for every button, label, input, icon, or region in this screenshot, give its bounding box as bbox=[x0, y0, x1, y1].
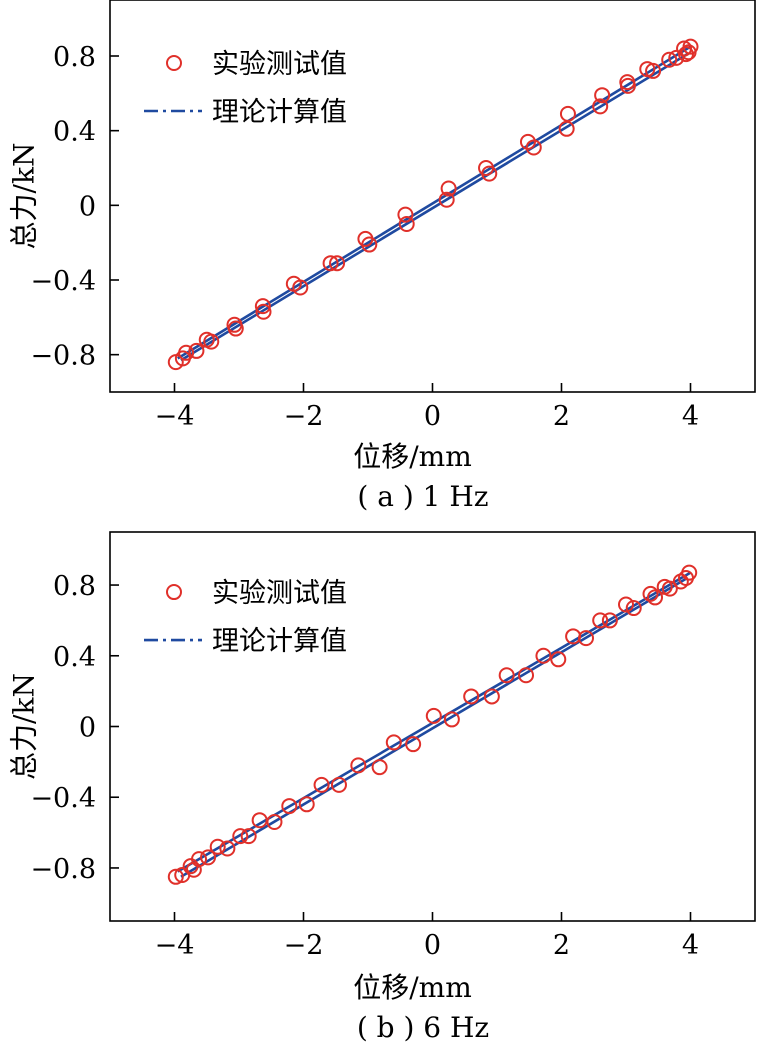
data-point bbox=[592, 98, 609, 115]
y-tick-label: −0.8 bbox=[30, 854, 96, 885]
x-tick-label: −2 bbox=[284, 401, 324, 432]
legend-label-measured: 实验测试值 bbox=[212, 578, 347, 609]
data-point bbox=[251, 812, 268, 829]
chart-panel-a: −4 −2 0 2 4 −0.8 −0.4 0 0.4 0.8 位移/mm 总力/kN ( a ) 1 … bbox=[0, 0, 762, 520]
data-point bbox=[550, 651, 567, 668]
data-point bbox=[625, 600, 642, 617]
y-tick-label: 0.8 bbox=[53, 571, 96, 602]
data-point bbox=[681, 564, 698, 581]
x-tick-label: −2 bbox=[284, 930, 324, 961]
y-axis-label: 总力/kN bbox=[8, 673, 41, 780]
data-point bbox=[578, 630, 595, 647]
data-point bbox=[266, 813, 283, 830]
data-point bbox=[361, 236, 378, 253]
theory-line-lower bbox=[180, 576, 688, 878]
data-point bbox=[559, 105, 576, 122]
chart-panel-b: −4 −2 0 2 4 −0.8 −0.4 0 0.4 0.8 位移/mm 总力/kN ( b ) 6 … bbox=[0, 530, 762, 1051]
data-point bbox=[254, 298, 271, 315]
data-point bbox=[592, 612, 609, 629]
data-point bbox=[292, 279, 309, 296]
data-point bbox=[203, 333, 220, 350]
data-point bbox=[313, 776, 330, 793]
data-point bbox=[191, 851, 208, 868]
data-point bbox=[188, 342, 205, 359]
data-point bbox=[519, 133, 536, 150]
data-point bbox=[405, 736, 422, 753]
data-point bbox=[525, 139, 542, 156]
y-tick-label: −0.8 bbox=[30, 341, 96, 372]
y-tick-label: 0.8 bbox=[53, 42, 96, 73]
theory-line-lower bbox=[180, 53, 688, 362]
data-point bbox=[645, 62, 662, 79]
data-point bbox=[240, 828, 257, 845]
data-point bbox=[330, 776, 347, 793]
chart-a: −4 −2 0 2 4 −0.8 −0.4 0 0.4 0.8 位移/mm 总力/kN ( a ) 1 … bbox=[8, 0, 756, 513]
data-point bbox=[167, 868, 184, 885]
data-point bbox=[227, 320, 244, 337]
chart-caption: ( a ) 1 Hz bbox=[357, 480, 488, 513]
y-tick-label: −0.4 bbox=[30, 783, 96, 814]
data-point bbox=[255, 303, 272, 320]
y-tick-label: 0.4 bbox=[53, 117, 96, 148]
data-point bbox=[483, 688, 500, 705]
data-point bbox=[680, 44, 697, 61]
y-tick-label: −0.4 bbox=[30, 266, 96, 297]
data-point bbox=[647, 589, 664, 606]
data-point bbox=[594, 87, 611, 104]
data-point bbox=[397, 206, 414, 223]
x-tick-label: 2 bbox=[553, 401, 570, 432]
data-point bbox=[601, 612, 618, 629]
x-tick-label: 0 bbox=[424, 930, 441, 961]
y-tick-label: 0.4 bbox=[53, 642, 96, 673]
data-point bbox=[440, 180, 457, 197]
data-point bbox=[385, 734, 402, 751]
data-point bbox=[443, 711, 460, 728]
data-point bbox=[481, 165, 498, 182]
data-point bbox=[281, 798, 298, 815]
data-point bbox=[329, 255, 346, 272]
x-tick-label: 0 bbox=[424, 401, 441, 432]
data-point bbox=[661, 580, 678, 597]
legend-label-theory: 理论计算值 bbox=[212, 97, 347, 128]
x-axis-label: 位移/mm bbox=[353, 971, 472, 1004]
data-point bbox=[178, 344, 195, 361]
y-tick-label: 0 bbox=[79, 191, 96, 222]
data-point bbox=[661, 51, 678, 68]
legend-label-measured: 实验测试值 bbox=[212, 49, 347, 80]
x-axis-label: 位移/mm bbox=[353, 440, 472, 473]
data-point bbox=[618, 596, 634, 613]
data-point bbox=[322, 255, 339, 272]
data-point bbox=[425, 707, 442, 724]
data-point bbox=[498, 667, 515, 684]
data-point bbox=[518, 667, 535, 684]
data-point bbox=[398, 216, 415, 232]
data-point bbox=[232, 828, 249, 845]
y-axis-label: 总力/kN bbox=[8, 143, 41, 250]
data-point bbox=[558, 120, 575, 137]
x-tick-label: 4 bbox=[682, 401, 699, 432]
data-point bbox=[463, 688, 480, 705]
data-point bbox=[350, 757, 367, 774]
x-tick-label: 2 bbox=[553, 930, 570, 961]
data-point bbox=[298, 796, 315, 813]
data-point bbox=[209, 838, 226, 855]
data-point bbox=[371, 759, 388, 776]
x-tick-label: −4 bbox=[155, 401, 195, 432]
x-tick-label: −4 bbox=[155, 930, 195, 961]
x-tick-label: 4 bbox=[682, 930, 699, 961]
legend-label-theory: 理论计算值 bbox=[212, 626, 347, 657]
data-point bbox=[200, 849, 217, 866]
data-point bbox=[642, 585, 659, 602]
data-point bbox=[619, 77, 636, 94]
data-point bbox=[535, 647, 552, 664]
theory-line-upper bbox=[177, 45, 692, 360]
data-point bbox=[438, 191, 455, 208]
legend-marker-measured bbox=[166, 584, 182, 601]
data-point bbox=[219, 840, 236, 857]
chart-b: −4 −2 0 2 4 −0.8 −0.4 0 0.4 0.8 位移/mm 总力/kN ( b ) 6 … bbox=[8, 531, 756, 1044]
y-tick-label: 0 bbox=[79, 713, 96, 744]
legend-marker-measured bbox=[166, 55, 182, 71]
chart-caption: ( b ) 6 Hz bbox=[357, 1011, 489, 1044]
